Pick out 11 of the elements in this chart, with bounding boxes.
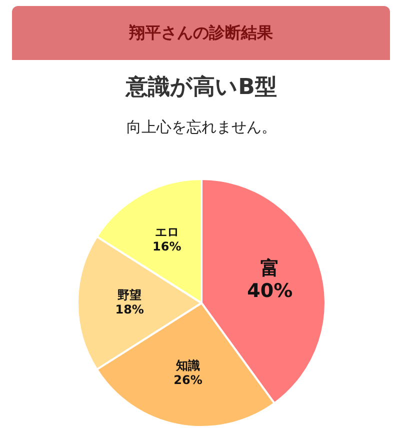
data-label: 18% (115, 302, 144, 316)
slice-label: 富 (260, 257, 280, 280)
data-label: 26% (174, 372, 202, 387)
slice-label: 知識 (175, 358, 200, 373)
slice-label: エロ (154, 224, 179, 239)
data-label: 40% (247, 280, 293, 302)
data-label: 16% (152, 239, 182, 254)
chart-subtitle: 意識が高いB型 (124, 74, 278, 102)
slice-label: 野望 (118, 288, 142, 302)
chart-title: 翔平さんの診断結果 (129, 22, 273, 44)
text: 向上心を忘れません。 (126, 118, 278, 137)
